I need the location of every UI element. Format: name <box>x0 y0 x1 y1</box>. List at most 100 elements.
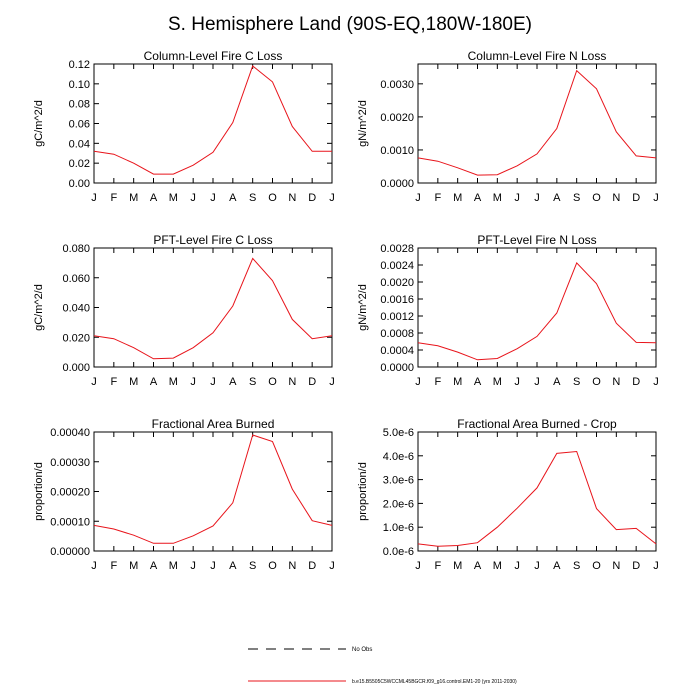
plot-frame <box>417 63 657 184</box>
plot-frame <box>417 431 657 552</box>
chart-title: PFT-Level Fire C Loss <box>153 233 272 247</box>
x-tick-label: F <box>110 376 117 388</box>
x-tick-label: A <box>229 192 237 204</box>
y-axis-label: gC/m^2/d <box>33 100 45 147</box>
y-tick-label: 0.00 <box>69 178 90 190</box>
x-tick-label: A <box>474 376 482 388</box>
x-tick-label: J <box>415 376 421 388</box>
x-tick-label: J <box>329 376 335 388</box>
x-tick-label: A <box>553 376 561 388</box>
y-axis-label: gN/m^2/d <box>357 100 369 147</box>
x-tick-label: N <box>612 560 620 572</box>
x-tick-label: A <box>229 376 237 388</box>
x-tick-label: A <box>150 560 158 572</box>
y-tick-label: 0.000 <box>62 362 90 374</box>
y-tick-label: 0.0000 <box>380 362 414 374</box>
x-tick-label: D <box>632 376 640 388</box>
chart-title: Fractional Area Burned <box>152 417 275 431</box>
y-tick-label: 2.0e-6 <box>383 498 414 510</box>
legend: No Obs b.e15.B5505C5WCCML45BGCR.f09_g16.… <box>248 647 517 685</box>
x-tick-label: S <box>249 376 256 388</box>
y-tick-label: 0.0004 <box>380 345 414 357</box>
x-tick-label: N <box>612 192 620 204</box>
plot-frame <box>417 247 657 368</box>
x-tick-label: A <box>474 192 482 204</box>
y-axis-label: proportion/d <box>33 462 45 521</box>
legend-obs-label: No Obs <box>352 647 372 653</box>
y-axis-label: gN/m^2/d <box>357 284 369 331</box>
y-tick-label: 0.0020 <box>380 277 414 289</box>
y-tick-label: 0.08 <box>69 99 90 111</box>
y-tick-label: 4.0e-6 <box>383 451 414 463</box>
y-tick-label: 0.06 <box>69 119 90 131</box>
y-tick-label: 0.0024 <box>380 260 414 272</box>
x-tick-label: F <box>434 192 441 204</box>
x-tick-label: J <box>190 192 196 204</box>
x-tick-label: J <box>514 376 520 388</box>
x-tick-label: F <box>110 192 117 204</box>
x-tick-label: J <box>190 376 196 388</box>
x-tick-label: M <box>493 376 502 388</box>
series-line <box>93 434 333 544</box>
y-tick-label: 0.0010 <box>380 145 414 157</box>
chart-panel-5: Fractional Area Burned proportion/d 0.0000… <box>33 417 335 572</box>
x-tick-label: S <box>573 376 580 388</box>
x-tick-label: M <box>169 192 178 204</box>
x-tick-label: S <box>249 560 256 572</box>
series-line <box>417 69 657 176</box>
x-tick-label: A <box>553 192 561 204</box>
chart-panel-3: PFT-Level Fire C Loss gC/m^2/d 0.000 0.020 0… <box>33 233 335 388</box>
x-tick-label: M <box>169 560 178 572</box>
series-line <box>417 450 657 547</box>
x-tick-label: J <box>653 192 659 204</box>
x-tick-label: D <box>632 192 640 204</box>
x-tick-label: F <box>110 560 117 572</box>
x-tick-label: J <box>210 192 216 204</box>
x-tick-label: O <box>268 560 277 572</box>
series-line <box>93 257 333 360</box>
y-tick-label: 0.060 <box>62 273 90 285</box>
x-tick-label: J <box>653 560 659 572</box>
y-tick-label: 0.00010 <box>50 516 90 528</box>
y-tick-label: 0.12 <box>69 59 90 71</box>
y-tick-label: 0.0030 <box>380 79 414 91</box>
x-tick-label: M <box>453 376 462 388</box>
x-tick-label: J <box>534 560 540 572</box>
y-tick-label: 0.02 <box>69 158 90 170</box>
x-tick-label: S <box>573 192 580 204</box>
y-axis-label: gC/m^2/d <box>33 284 45 331</box>
y-tick-label: 0.0e-6 <box>383 546 414 558</box>
x-tick-label: F <box>434 560 441 572</box>
chart-title: Column-Level Fire N Loss <box>468 49 607 63</box>
chart-panel-1: Column-Level Fire C Loss gC/m^2/d 0.00 0.02… <box>33 49 335 204</box>
y-tick-label: 0.00030 <box>50 457 90 469</box>
x-tick-label: S <box>573 560 580 572</box>
y-tick-label: 0.04 <box>69 138 90 150</box>
x-tick-label: J <box>534 192 540 204</box>
y-tick-label: 0.080 <box>62 243 90 255</box>
y-tick-label: 0.0020 <box>380 112 414 124</box>
x-tick-label: O <box>592 376 601 388</box>
x-tick-label: J <box>210 376 216 388</box>
x-tick-label: A <box>474 560 482 572</box>
y-tick-label: 0.0008 <box>380 328 414 340</box>
x-tick-label: J <box>210 560 216 572</box>
x-tick-label: D <box>308 560 316 572</box>
chart-title: Column-Level Fire C Loss <box>144 49 283 63</box>
y-tick-label: 1.0e-6 <box>383 522 414 534</box>
x-tick-label: O <box>268 376 277 388</box>
series-line <box>417 261 657 361</box>
y-tick-label: 0.0000 <box>380 178 414 190</box>
chart-title: Fractional Area Burned - Crop <box>457 417 617 431</box>
x-tick-label: J <box>653 376 659 388</box>
x-tick-label: J <box>514 192 520 204</box>
y-tick-label: 3.0e-6 <box>383 475 414 487</box>
x-tick-label: A <box>229 560 237 572</box>
series-line <box>93 65 332 175</box>
x-tick-label: J <box>415 560 421 572</box>
chart-panel-2: Column-Level Fire N Loss gN/m^2/d 0.0000 0.… <box>357 49 659 204</box>
y-tick-label: 0.10 <box>69 79 90 91</box>
x-tick-label: J <box>415 192 421 204</box>
x-tick-label: A <box>150 192 158 204</box>
